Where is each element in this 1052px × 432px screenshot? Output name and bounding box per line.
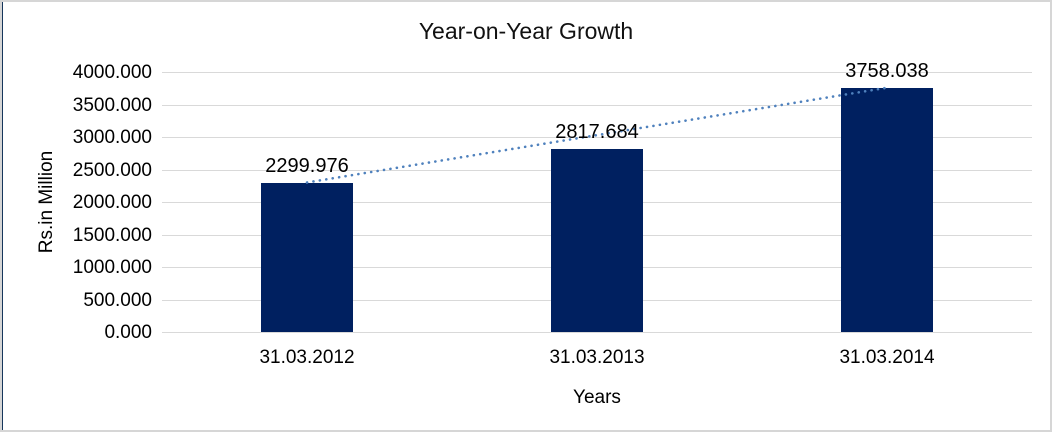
y-tick-label: 500.000 [83,289,152,311]
bar-31.03.2014 [841,87,933,332]
x-tick-label: 31.03.2012 [259,347,355,368]
bar-slot: 3758.038 [742,60,1032,332]
data-label: 3758.038 [845,59,929,82]
bar-slot: 2299.976 [162,72,452,332]
y-axis-tick-labels: 4000.000 3500.000 3000.000 2500.000 2000.000… [2,62,152,343]
x-axis-title: Years [573,387,621,408]
y-tick-label: 2500.000 [72,159,152,181]
plot-area: 2299.976 2817.684 3758.038 [162,60,1032,333]
y-tick-label: 3500.000 [72,94,152,116]
bar-31.03.2012 [261,182,353,332]
trendline [305,86,889,184]
y-tick-label: 1000.000 [72,257,152,278]
x-tick-label: 31.03.2013 [549,347,645,368]
data-label: 2299.976 [265,154,349,177]
y-tick-label: 1500.000 [72,224,152,246]
y-tick-label: 3000.000 [72,127,152,148]
gridline [162,72,1032,73]
chart-title: Year-on-Year Growth [418,18,634,44]
y-tick-label: 0.000 [104,322,152,343]
bar-slot: 2817.684 [452,72,742,332]
frame-left-edge [2,2,3,430]
bar-31.03.2013 [551,148,643,332]
y-tick-label: 4000.000 [72,62,152,83]
y-tick-label: 2000.000 [72,192,152,213]
gridline [162,104,1032,106]
gridline [162,137,1032,138]
x-tick-label: 31.03.2014 [839,347,935,368]
gridline [162,332,1032,333]
data-label: 2817.684 [555,120,639,143]
